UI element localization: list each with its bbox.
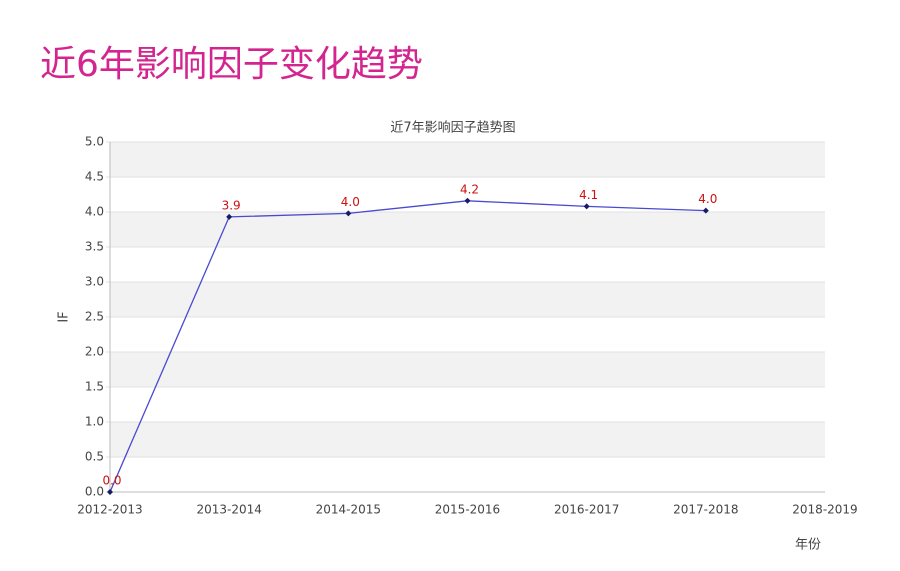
y-tick-label: 4.0 <box>85 205 104 219</box>
x-tick-label: 2015-2016 <box>435 503 500 517</box>
y-tick-label: 3.0 <box>85 275 104 289</box>
y-tick-label: 0.5 <box>85 450 104 464</box>
y-tick-label: 2.0 <box>85 345 104 359</box>
data-label: 0.0 <box>102 474 121 488</box>
point <box>226 213 233 220</box>
point <box>345 210 352 217</box>
data-label: 4.0 <box>698 192 717 206</box>
y-tick-label: 4.5 <box>85 170 104 184</box>
y-tick-label: 1.0 <box>85 415 104 429</box>
x-tick-label: 2017-2018 <box>673 503 738 517</box>
x-tick-label: 2012-2013 <box>77 503 142 517</box>
x-tick-label: 2016-2017 <box>554 503 619 517</box>
grid-band <box>110 422 825 457</box>
y-tick-label: 1.5 <box>85 380 104 394</box>
y-tick-label: 3.5 <box>85 240 104 254</box>
x-tick-label: 2013-2014 <box>196 503 261 517</box>
point <box>583 203 590 210</box>
x-tick-label: 2014-2015 <box>316 503 381 517</box>
x-tick-label: 2018-2019 <box>792 503 857 517</box>
y-tick-label: 5.0 <box>85 135 104 149</box>
point <box>464 197 471 204</box>
y-tick-label: 0.0 <box>85 485 104 499</box>
point <box>702 207 709 214</box>
chart-title: 近7年影响因子趋势图 <box>390 120 515 136</box>
grid-band <box>110 177 825 212</box>
page-title: 近6年影响因子变化趋势 <box>40 44 423 85</box>
data-label: 4.2 <box>460 182 479 196</box>
grid-band <box>110 317 825 352</box>
grid-band <box>110 457 825 492</box>
line <box>109 200 706 493</box>
data-label: 4.0 <box>341 195 360 209</box>
grid-band <box>110 247 825 282</box>
grid-band <box>110 212 825 247</box>
grid-band <box>110 142 825 177</box>
grid-band <box>110 282 825 317</box>
y-axis-label: IF <box>57 311 72 322</box>
data-label: 3.9 <box>222 198 241 212</box>
data-label: 4.1 <box>579 188 598 202</box>
grid-band <box>110 352 825 387</box>
grid-band <box>110 387 825 422</box>
x-axis-label: 年份 <box>795 538 821 553</box>
y-tick-label: 2.5 <box>85 310 104 324</box>
point <box>107 489 113 495</box>
